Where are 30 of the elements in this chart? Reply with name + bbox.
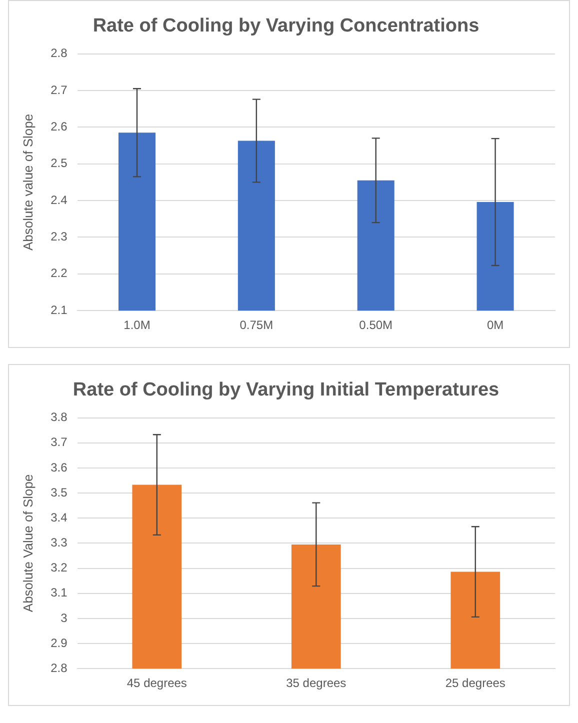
y-axis-title: Absolute value of Slope (20, 114, 36, 251)
y-tick-label: 3.2 (50, 560, 68, 575)
y-tick-label: 2.3 (50, 230, 68, 244)
x-tick-label: 25 degrees (445, 676, 506, 690)
y-tick-label: 2.7 (50, 82, 68, 97)
y-tick-label: 3.5 (50, 485, 68, 500)
y-tick-label: 2.2 (50, 266, 68, 280)
y-tick-label: 2.4 (50, 192, 68, 207)
y-tick-label: 3.4 (50, 510, 68, 524)
y-tick-label: 3.6 (50, 460, 68, 474)
y-tick-label: 2.8 (50, 46, 68, 60)
y-tick-label: 3.7 (50, 435, 68, 450)
y-tick-label: 3.1 (50, 586, 68, 600)
x-tick-label: 1.0M (124, 318, 150, 332)
x-tick-label: 0M (486, 318, 504, 332)
y-tick-label: 3.3 (50, 536, 68, 550)
y-tick-label: 3 (60, 610, 68, 625)
y-tick-label: 2.5 (50, 156, 68, 170)
y-tick-label: 3.8 (50, 410, 68, 424)
y-tick-label: 2.8 (50, 660, 68, 675)
x-tick-label: 0.75M (240, 318, 274, 332)
y-axis-title: Absolute Value of Slope (20, 474, 36, 612)
y-tick-label: 2.1 (50, 302, 68, 317)
x-tick-label: 0.50M (359, 318, 393, 332)
chart-title: Rate of Cooling by Varying Concentrations (92, 16, 480, 37)
y-tick-label: 2.9 (50, 636, 68, 650)
chart-title: Rate of Cooling by Varying Initial Temperatures (72, 380, 500, 401)
x-tick-label: 35 degrees (286, 676, 346, 690)
y-tick-label: 2.6 (50, 119, 68, 134)
x-tick-label: 45 degrees (126, 676, 187, 690)
